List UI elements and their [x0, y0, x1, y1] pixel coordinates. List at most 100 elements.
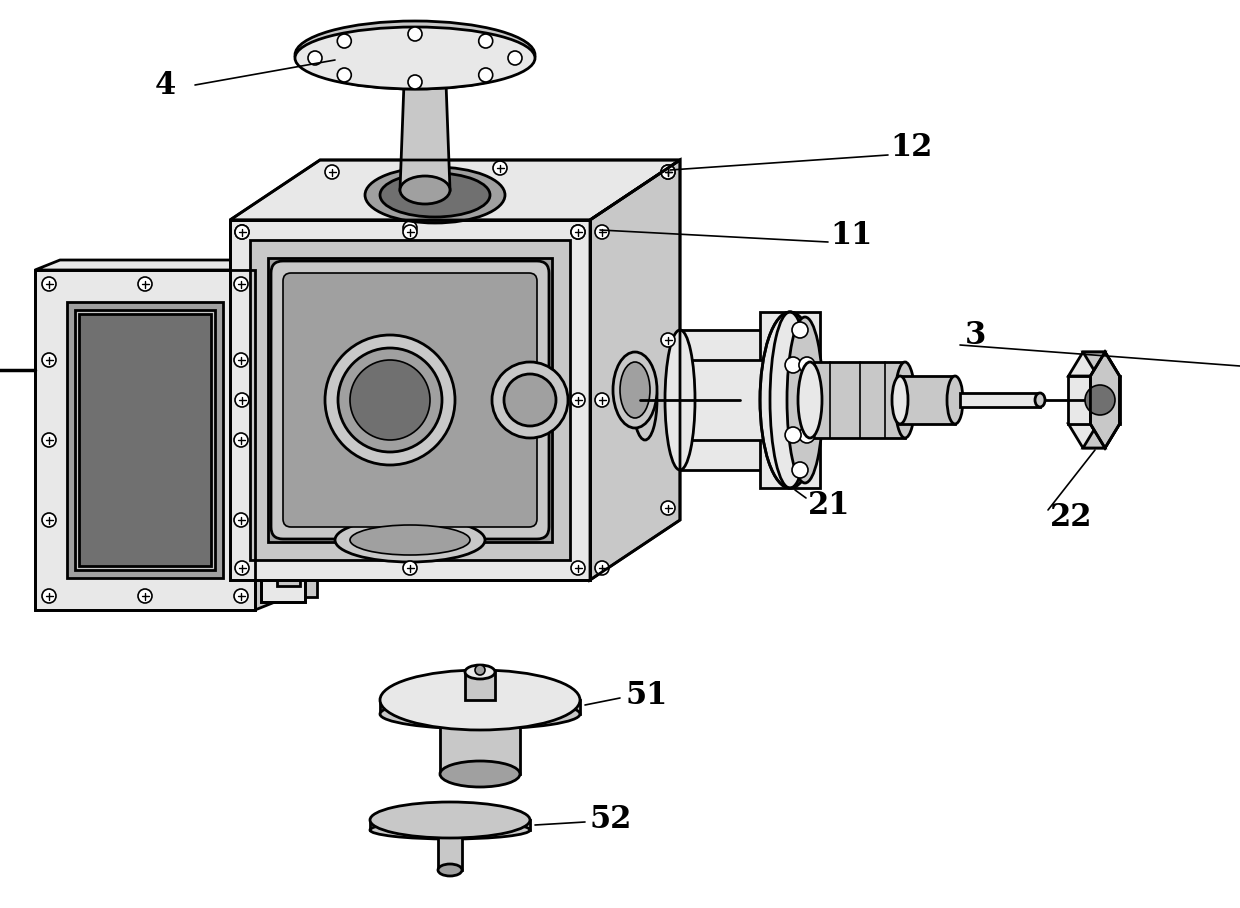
Ellipse shape — [799, 362, 822, 438]
Polygon shape — [1097, 376, 1120, 424]
Ellipse shape — [370, 802, 529, 838]
Polygon shape — [645, 360, 770, 440]
Circle shape — [236, 225, 249, 239]
Circle shape — [403, 225, 417, 239]
Circle shape — [234, 589, 248, 603]
Polygon shape — [35, 270, 255, 610]
Ellipse shape — [379, 699, 580, 729]
Circle shape — [138, 589, 153, 603]
Ellipse shape — [295, 27, 534, 89]
Circle shape — [661, 501, 675, 515]
Polygon shape — [1083, 424, 1120, 448]
Ellipse shape — [620, 362, 650, 418]
Circle shape — [337, 68, 351, 82]
Circle shape — [508, 51, 522, 65]
Ellipse shape — [370, 821, 529, 839]
Ellipse shape — [613, 352, 657, 428]
Ellipse shape — [350, 525, 470, 555]
Polygon shape — [1069, 352, 1105, 376]
Polygon shape — [229, 160, 680, 220]
Ellipse shape — [339, 348, 441, 452]
Text: 21: 21 — [808, 489, 851, 520]
Circle shape — [595, 561, 609, 575]
Circle shape — [792, 322, 808, 338]
Circle shape — [661, 333, 675, 347]
Polygon shape — [900, 376, 955, 424]
Polygon shape — [1069, 424, 1105, 448]
Ellipse shape — [787, 317, 823, 483]
Polygon shape — [440, 714, 520, 774]
Polygon shape — [1069, 376, 1090, 424]
Polygon shape — [760, 312, 820, 488]
Polygon shape — [465, 672, 495, 700]
Ellipse shape — [335, 518, 485, 562]
Circle shape — [42, 353, 56, 367]
Ellipse shape — [760, 312, 820, 488]
Polygon shape — [79, 314, 211, 566]
Circle shape — [595, 393, 609, 407]
Circle shape — [570, 225, 585, 239]
Circle shape — [570, 225, 585, 239]
Polygon shape — [960, 393, 1040, 407]
Polygon shape — [60, 260, 280, 600]
Text: 11: 11 — [830, 220, 872, 251]
Circle shape — [595, 225, 609, 239]
Ellipse shape — [465, 665, 495, 679]
Polygon shape — [370, 820, 529, 830]
Polygon shape — [379, 700, 580, 714]
Ellipse shape — [260, 436, 305, 480]
Ellipse shape — [295, 21, 534, 89]
Polygon shape — [67, 302, 223, 578]
Circle shape — [1085, 385, 1115, 415]
Circle shape — [308, 51, 322, 65]
Text: 4: 4 — [155, 70, 176, 101]
Circle shape — [234, 353, 248, 367]
Circle shape — [570, 393, 585, 407]
Polygon shape — [810, 362, 905, 438]
Circle shape — [475, 665, 485, 675]
Circle shape — [408, 27, 422, 41]
Circle shape — [403, 561, 417, 575]
Ellipse shape — [947, 376, 963, 424]
Circle shape — [337, 34, 351, 48]
Circle shape — [325, 165, 339, 179]
Text: 52: 52 — [590, 804, 632, 835]
Polygon shape — [438, 830, 463, 870]
Circle shape — [236, 225, 249, 239]
Circle shape — [479, 34, 492, 48]
Polygon shape — [229, 220, 590, 580]
Circle shape — [234, 513, 248, 527]
Circle shape — [785, 427, 801, 443]
Circle shape — [792, 462, 808, 478]
Circle shape — [408, 75, 422, 89]
Text: 51: 51 — [625, 679, 667, 710]
Ellipse shape — [770, 312, 810, 488]
Ellipse shape — [492, 362, 568, 438]
Circle shape — [234, 277, 248, 291]
Circle shape — [494, 161, 507, 175]
Ellipse shape — [1035, 393, 1045, 407]
Circle shape — [785, 357, 801, 373]
Ellipse shape — [379, 173, 490, 217]
Ellipse shape — [892, 376, 908, 424]
Circle shape — [799, 357, 815, 373]
Circle shape — [236, 393, 249, 407]
Circle shape — [661, 165, 675, 179]
Circle shape — [236, 561, 249, 575]
Ellipse shape — [438, 864, 463, 876]
Ellipse shape — [269, 444, 298, 472]
Polygon shape — [401, 83, 450, 190]
Polygon shape — [680, 330, 800, 470]
Ellipse shape — [260, 326, 305, 370]
Circle shape — [234, 433, 248, 447]
Circle shape — [42, 589, 56, 603]
Polygon shape — [273, 273, 317, 597]
Polygon shape — [250, 240, 570, 560]
Circle shape — [661, 165, 675, 179]
Circle shape — [138, 277, 153, 291]
Polygon shape — [1090, 352, 1120, 448]
Ellipse shape — [365, 167, 505, 223]
Ellipse shape — [440, 761, 520, 787]
Polygon shape — [590, 160, 680, 580]
Ellipse shape — [379, 670, 580, 730]
